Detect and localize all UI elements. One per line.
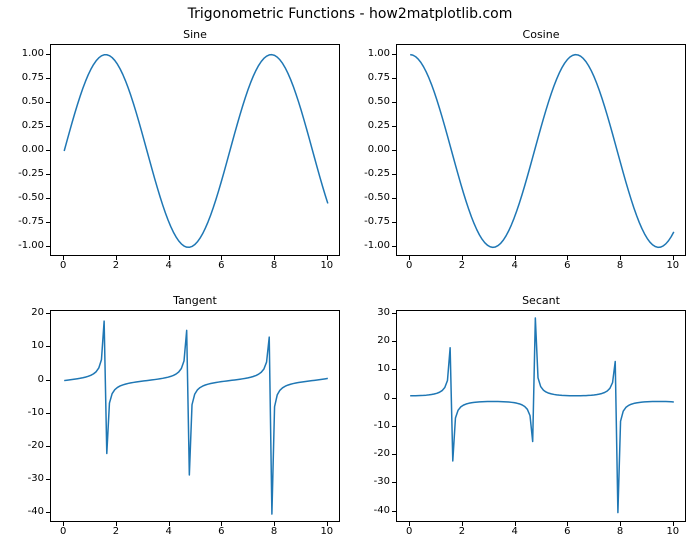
ytick-label: -40 — [354, 506, 390, 516]
ytick-label: 0 — [354, 393, 390, 403]
ytick-label: -1.00 — [354, 241, 390, 251]
ytick-label: -20 — [8, 441, 44, 451]
xtick-label: 4 — [157, 527, 181, 537]
figure-suptitle: Trigonometric Functions - how2matplotlib… — [0, 6, 700, 22]
xtick-label: 6 — [209, 261, 233, 271]
ytick-label: -20 — [354, 449, 390, 459]
ytick-label: 0.25 — [354, 121, 390, 131]
axes — [50, 310, 340, 522]
xtick-label: 8 — [608, 261, 632, 271]
ytick-label: -10 — [8, 408, 44, 418]
xtick-label: 6 — [209, 527, 233, 537]
ytick-label: 1.00 — [8, 49, 44, 59]
ytick-label: -0.75 — [8, 217, 44, 227]
plot-line — [51, 311, 341, 523]
ytick-label: 30 — [354, 308, 390, 318]
ytick-label: 0 — [8, 375, 44, 385]
xtick-label: 4 — [503, 527, 527, 537]
plot-line — [397, 311, 687, 523]
ytick-label: 0.50 — [354, 97, 390, 107]
ytick-label: 0.00 — [354, 145, 390, 155]
ytick-label: -1.00 — [8, 241, 44, 251]
plot-line — [397, 45, 687, 257]
xtick-label: 10 — [315, 527, 339, 537]
axes — [396, 44, 686, 256]
xtick-label: 8 — [262, 527, 286, 537]
ytick-label: -0.25 — [8, 169, 44, 179]
xtick-label: 10 — [315, 261, 339, 271]
xtick-label: 2 — [450, 527, 474, 537]
xtick-label: 10 — [661, 261, 685, 271]
ytick-label: 0.25 — [8, 121, 44, 131]
ytick-label: -10 — [354, 421, 390, 431]
xtick-label: 0 — [51, 527, 75, 537]
ytick-label: -30 — [8, 474, 44, 484]
axes — [396, 310, 686, 522]
xtick-label: 0 — [51, 261, 75, 271]
xtick-label: 6 — [555, 527, 579, 537]
ytick-label: 0.75 — [8, 73, 44, 83]
ytick-label: -40 — [8, 507, 44, 517]
plot-line — [51, 45, 341, 257]
ytick-label: -30 — [354, 477, 390, 487]
ytick-label: 20 — [8, 308, 44, 318]
subplot-title: Tangent — [50, 294, 340, 307]
ytick-label: -0.50 — [8, 193, 44, 203]
figure: Trigonometric Functions - how2matplotlib… — [0, 0, 700, 560]
ytick-label: 0.75 — [354, 73, 390, 83]
xtick-label: 10 — [661, 527, 685, 537]
xtick-label: 8 — [608, 527, 632, 537]
xtick-label: 2 — [104, 527, 128, 537]
xtick-label: 4 — [157, 261, 181, 271]
ytick-label: 10 — [354, 364, 390, 374]
ytick-label: 0.00 — [8, 145, 44, 155]
xtick-label: 8 — [262, 261, 286, 271]
ytick-label: 20 — [354, 336, 390, 346]
ytick-label: 0.50 — [8, 97, 44, 107]
xtick-label: 6 — [555, 261, 579, 271]
ytick-label: -0.75 — [354, 217, 390, 227]
ytick-label: -0.50 — [354, 193, 390, 203]
xtick-label: 2 — [104, 261, 128, 271]
subplot-title: Cosine — [396, 28, 686, 41]
xtick-label: 2 — [450, 261, 474, 271]
subplot-title: Sine — [50, 28, 340, 41]
axes — [50, 44, 340, 256]
ytick-label: 1.00 — [354, 49, 390, 59]
ytick-label: 10 — [8, 341, 44, 351]
xtick-label: 0 — [397, 527, 421, 537]
xtick-label: 4 — [503, 261, 527, 271]
ytick-label: -0.25 — [354, 169, 390, 179]
subplot-title: Secant — [396, 294, 686, 307]
xtick-label: 0 — [397, 261, 421, 271]
